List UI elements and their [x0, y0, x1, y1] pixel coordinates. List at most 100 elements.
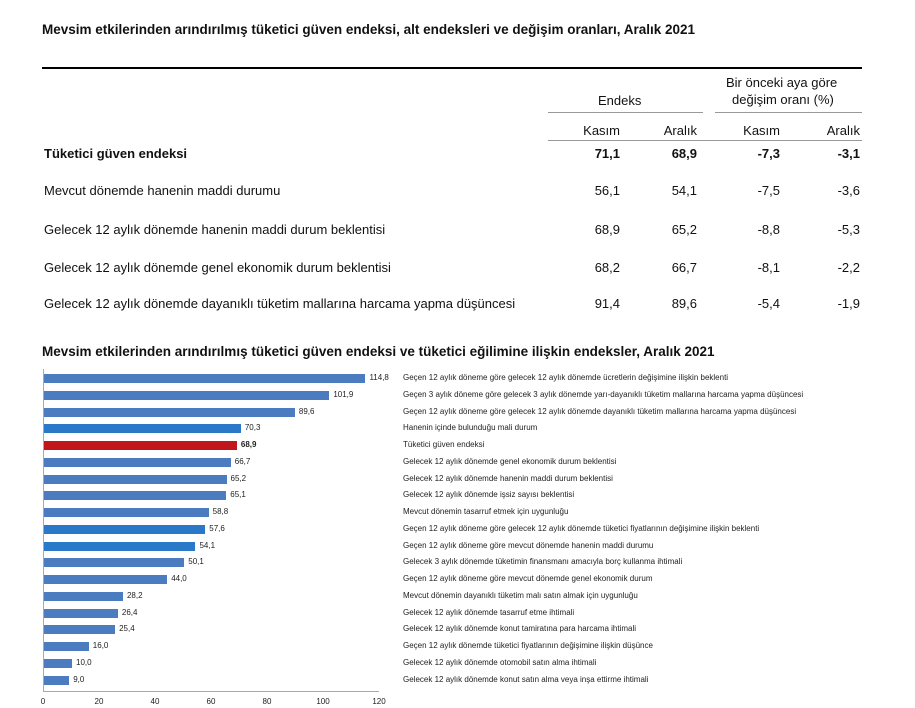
bar-value-label: 28,2	[126, 590, 143, 600]
bar-category-label: Tüketici güven endeksi	[403, 440, 485, 449]
bar-value-label: 26,4	[121, 607, 138, 617]
row-label: Gelecek 12 aylık dönemde hanenin maddi d…	[44, 222, 386, 237]
bar-value-label: 68,9	[240, 440, 257, 449]
row-value: -3,1	[837, 146, 860, 161]
row-label: Gelecek 12 aylık dönemde genel ekonomik …	[44, 260, 391, 275]
row-value: -8,1	[757, 260, 780, 275]
bar	[44, 658, 72, 668]
bar-category-label: Geçen 12 aylık döneme göre mevcut dönemd…	[403, 574, 653, 583]
row-value: 71,1	[594, 146, 620, 161]
column-header: Kasım	[583, 123, 620, 138]
row-value: 66,7	[671, 260, 697, 275]
row-label: Mevcut dönemde hanenin maddi durumu	[44, 183, 281, 198]
row-value: -5,4	[757, 296, 780, 311]
bar-category-label: Mevcut dönemin tasarruf etmek için uygun…	[403, 507, 569, 516]
bar	[44, 558, 185, 568]
y-axis-line	[43, 369, 44, 692]
row-value: -7,5	[757, 183, 780, 198]
bar-value-label: 66,7	[234, 456, 251, 466]
bar-category-label: Mevcut dönemin dayanıklı tüketim malı sa…	[403, 590, 638, 600]
bar-category-label: Geçen 3 aylık döneme göre gelecek 3 aylı…	[403, 389, 804, 399]
row-value: -3,6	[837, 183, 860, 198]
bar-category-label: Gelecek 12 aylık dönemde tasarruf etme i…	[403, 607, 575, 617]
bar-category-label: Hanenin içinde bulunduğu mali durum	[403, 423, 538, 433]
x-tick-label: 20	[94, 697, 104, 707]
row-value: 56,1	[594, 183, 620, 198]
x-tick-label: 100	[316, 697, 330, 707]
bar	[44, 390, 330, 400]
row-value: 65,2	[671, 222, 697, 237]
bar	[44, 491, 227, 501]
bar	[44, 407, 295, 417]
bar-value-label: 16,0	[92, 641, 109, 650]
group-header-change-line2: değişim oranı (%)	[732, 92, 834, 107]
x-tick-label: 80	[262, 697, 272, 707]
row-value: 68,2	[594, 260, 620, 275]
group-underline-change	[715, 112, 862, 113]
row-value: -1,9	[837, 296, 860, 311]
bar-value-label: 89,6	[298, 406, 315, 416]
table-title: Mevsim etkilerinden arındırılmış tüketic…	[42, 22, 696, 37]
column-header: Aralık	[826, 123, 860, 138]
row-value: 54,1	[671, 183, 697, 198]
bar	[44, 374, 366, 383]
bar-value-label: 44,0	[171, 574, 187, 583]
bar-value-label: 9,0	[73, 674, 85, 684]
bar-category-label: Gelecek 3 aylık dönemde tüketimin finans…	[403, 557, 683, 567]
row-value: 68,9	[671, 146, 697, 161]
column-header: Kasım	[743, 123, 780, 138]
row-value: 89,6	[671, 296, 697, 311]
bar	[44, 524, 206, 534]
bar	[44, 675, 70, 685]
column-header: Aralık	[663, 123, 697, 138]
bar	[44, 642, 89, 651]
bar-category-label: Geçen 12 aylık döneme göre gelecek 12 ay…	[403, 406, 797, 416]
bar-value-label: 50,1	[188, 557, 204, 567]
bar-value-label: 10,0	[76, 657, 92, 667]
bar-category-label: Gelecek 12 aylık dönemde otomobil satın …	[403, 657, 597, 667]
bar	[44, 608, 118, 618]
bar-value-label: 54,1	[199, 540, 216, 550]
chart-title: Mevsim etkilerinden arındırılmış tüketic…	[42, 344, 715, 359]
bar-category-label: Gelecek 12 aylık dönemde işsiz sayısı be…	[403, 490, 575, 500]
x-tick-label: 60	[206, 697, 216, 707]
column-header-underline	[548, 140, 862, 141]
row-label: Gelecek 12 aylık dönemde dayanıklı tüket…	[44, 296, 516, 311]
x-tick-label: 120	[372, 697, 386, 707]
bar-category-label: Geçen 12 aylık döneme göre gelecek 12 ay…	[403, 523, 760, 533]
bar	[44, 541, 196, 551]
bar	[44, 591, 123, 601]
row-value: 68,9	[594, 222, 620, 237]
table-top-border	[42, 67, 862, 69]
bar-value-label: 70,3	[244, 423, 261, 433]
bar-value-label: 58,8	[212, 507, 229, 516]
bar-category-label: Gelecek 12 aylık dönemde konut tamiratın…	[403, 624, 637, 634]
x-axis-line	[43, 691, 379, 693]
bar-value-label: 25,4	[119, 624, 135, 634]
group-underline-endeks	[548, 112, 703, 113]
row-value: -2,2	[837, 260, 860, 275]
x-tick-label: 40	[150, 697, 160, 707]
bar-value-label: 101,9	[333, 389, 354, 399]
bar	[44, 625, 116, 635]
bar	[44, 441, 237, 450]
bar-value-label: 114,8	[369, 373, 389, 382]
bar-category-label: Gelecek 12 aylık dönemde konut satın alm…	[403, 674, 649, 684]
bar-value-label: 65,1	[230, 490, 246, 500]
row-value: -8,8	[757, 222, 780, 237]
bar-category-label: Gelecek 12 aylık dönemde genel ekonomik …	[403, 456, 617, 466]
bar	[44, 424, 241, 434]
group-header-endeks: Endeks	[598, 93, 642, 108]
bar-category-label: Geçen 12 aylık döneme göre gelecek 12 ay…	[403, 373, 729, 382]
bar	[44, 575, 168, 584]
bar-category-label: Geçen 12 aylık dönemde tüketici fiyatlar…	[403, 641, 653, 650]
bar-value-label: 57,6	[209, 523, 225, 533]
x-tick-label: 0	[40, 697, 46, 707]
row-label: Tüketici güven endeksi	[44, 146, 188, 161]
bar-category-label: Geçen 12 aylık döneme göre mevcut dönemd…	[403, 540, 654, 550]
bar	[44, 508, 209, 517]
bar-value-label: 65,2	[230, 473, 247, 483]
row-value: -7,3	[757, 146, 780, 161]
group-header-change-line1: Bir önceki aya göre	[726, 75, 838, 90]
